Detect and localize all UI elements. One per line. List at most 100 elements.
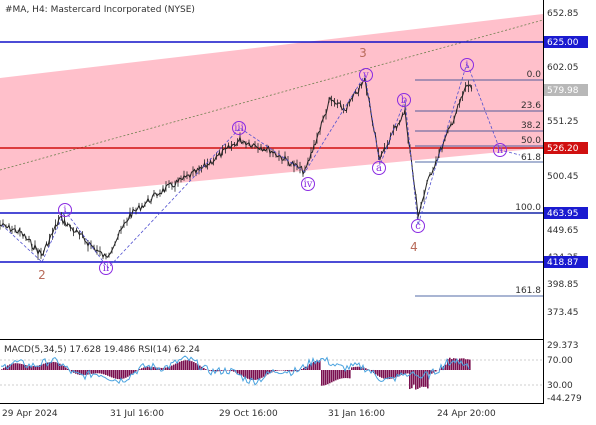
macd-bar — [105, 370, 107, 375]
price-tag-526: 526.20 — [544, 142, 588, 154]
macd-bar — [385, 370, 387, 380]
fib-61: 61.8 — [521, 153, 541, 163]
price-bars — [0, 77, 472, 260]
price-axis: 652.85 602.05 551.25 500.45 449.65 424.2… — [547, 9, 579, 318]
macd-bar — [35, 365, 37, 370]
macd-bar — [421, 370, 423, 387]
fib-lines — [415, 79, 543, 297]
macd-bar — [49, 362, 51, 370]
indicator-caption: MACD(5,34,5) 17.628 19.486 RSI(14) 62.24 — [4, 345, 200, 355]
macd-bar — [53, 361, 55, 370]
macd-bar — [263, 370, 265, 377]
fib-161: 161.8 — [515, 286, 541, 296]
macd-bar — [117, 370, 119, 380]
macd-bar — [285, 370, 287, 371]
price-tag-463: 463.95 — [544, 207, 588, 219]
macd-bar — [41, 364, 43, 370]
price-tag-418: 418.87 — [544, 256, 588, 268]
macd-bar — [183, 360, 185, 370]
macd-bar — [161, 367, 163, 370]
macd-bar — [97, 370, 99, 374]
macd-bar — [365, 368, 367, 370]
wave-number-4: 4 — [410, 240, 418, 254]
macd-bar — [91, 370, 93, 374]
svg-text:ii: ii — [497, 145, 503, 156]
macd-bar — [383, 370, 385, 379]
wave-label-ii-2: ii — [493, 143, 507, 157]
macd-bar — [209, 370, 211, 371]
macd-bar — [191, 361, 193, 370]
macd-bar — [429, 370, 431, 375]
price-tick: 500.45 — [547, 172, 579, 182]
macd-bar — [333, 370, 335, 382]
macd-bar — [169, 366, 171, 370]
macd-bar — [291, 370, 293, 372]
macd-bar — [175, 363, 177, 370]
macd-bar — [311, 362, 313, 370]
svg-text:iv: iv — [304, 179, 313, 190]
wave-number-2: 2 — [38, 268, 46, 282]
macd-bar — [51, 361, 53, 370]
macd-bar — [109, 370, 111, 377]
macd-bar — [277, 370, 279, 371]
macd-bar — [417, 370, 419, 389]
macd-bar — [317, 360, 319, 370]
channel-top-dotted — [0, 19, 543, 171]
macd-bar — [147, 366, 149, 370]
svg-text:625.00: 625.00 — [547, 38, 579, 48]
macd-bar — [327, 370, 329, 385]
price-tick: 373.45 — [547, 308, 579, 318]
macd-bar — [307, 365, 309, 370]
macd-bar — [57, 362, 59, 370]
macd-bar — [255, 370, 257, 380]
macd-bar — [153, 367, 155, 370]
macd-bar — [257, 370, 259, 380]
macd-bar — [167, 367, 169, 370]
macd-bar — [453, 358, 455, 370]
macd-bar — [447, 359, 449, 370]
macd-bar — [455, 358, 457, 370]
price-tag-625: 625.00 — [544, 36, 588, 48]
macd-bar — [259, 370, 261, 379]
macd-bar — [173, 364, 175, 370]
fib-23: 23.6 — [521, 101, 541, 111]
price-tick: 398.85 — [547, 280, 579, 290]
macd-bar — [171, 365, 173, 370]
macd-bar — [135, 370, 137, 372]
macd-bar — [177, 362, 179, 370]
macd-bar — [389, 370, 391, 380]
price-tick: 602.05 — [547, 63, 579, 73]
macd-bar — [127, 370, 129, 377]
macd-bar — [61, 364, 63, 370]
macd-bar — [275, 370, 277, 372]
price-tag-current: 579.98 — [544, 84, 588, 96]
macd-bar — [371, 370, 373, 372]
macd-bar — [247, 370, 249, 379]
time-label: 29 Oct 16:00 — [219, 409, 278, 419]
time-axis: 29 Apr 2024 31 Jul 16:00 29 Oct 16:00 31… — [2, 409, 496, 419]
svg-text:v: v — [362, 70, 369, 81]
macd-bar — [403, 370, 405, 375]
svg-text:526.20: 526.20 — [547, 144, 579, 154]
macd-bar — [435, 370, 437, 372]
wave-label-v: v — [359, 68, 373, 82]
macd-bar — [43, 363, 45, 370]
macd-bar — [251, 370, 253, 380]
macd-bar — [427, 370, 429, 389]
macd-bar — [71, 370, 73, 372]
macd-bar — [349, 370, 351, 379]
macd-bar — [359, 366, 361, 370]
macd-bar — [297, 370, 299, 371]
macd-bar — [367, 369, 369, 370]
macd-bar — [131, 370, 133, 375]
macd-bar — [411, 370, 413, 389]
wave-numbers: 2 3 4 — [38, 46, 418, 282]
macd-bar — [83, 370, 85, 376]
macd-bar — [379, 370, 381, 377]
macd-bar — [335, 370, 337, 381]
macd-bar — [415, 370, 417, 390]
macd-bar — [199, 365, 201, 370]
macd-bar — [233, 370, 235, 372]
macd-bar — [253, 370, 255, 380]
